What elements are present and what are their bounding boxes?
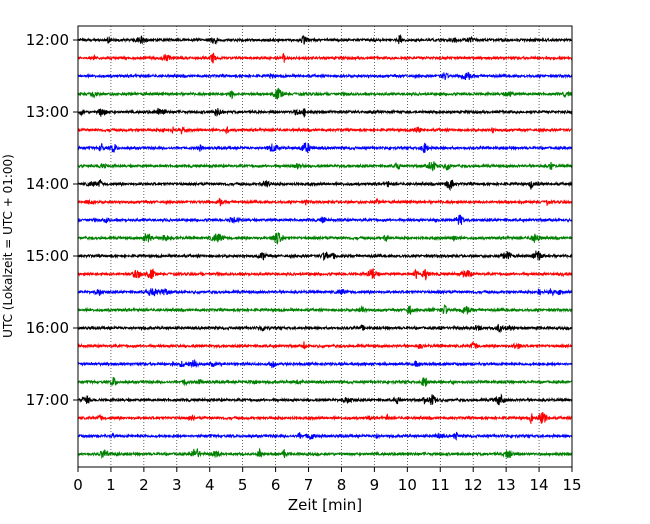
x-tick-label-11: 11 [431, 476, 450, 494]
y-axis: 12:00 13:00 14:00 15:00 16:00 17:00 [26, 31, 78, 409]
trace-1315 [77, 126, 573, 135]
x-tick-label-1: 1 [106, 476, 116, 494]
trace-1215 [77, 52, 573, 64]
x-tick-label-5: 5 [238, 476, 248, 494]
x-tick-label-9: 9 [370, 476, 380, 494]
trace-1245 [77, 87, 573, 100]
trace-1715 [77, 412, 573, 424]
x-tick-label-12: 12 [464, 476, 483, 494]
y-tick-label-13:00: 13:00 [26, 103, 69, 121]
x-tick-label-15: 15 [562, 476, 581, 494]
trace-1415 [77, 198, 573, 207]
trace-1200 [77, 33, 573, 45]
x-tick-label-3: 3 [172, 476, 182, 494]
trace-1515 [77, 268, 573, 281]
x-tick-label-6: 6 [271, 476, 281, 494]
x-tick-label-0: 0 [73, 476, 83, 494]
trace-1500 [77, 250, 573, 262]
x-tick-label-4: 4 [205, 476, 215, 494]
y-tick-label-15:00: 15:00 [26, 247, 69, 265]
trace-1445 [77, 232, 573, 245]
y-axis-label: UTC (Lokalzeit = UTC + 01:00) [1, 154, 15, 338]
x-tick-label-13: 13 [497, 476, 516, 494]
y-tick-label-17:00: 17:00 [26, 391, 69, 409]
x-tick-label-8: 8 [337, 476, 347, 494]
trace-1545 [77, 303, 573, 315]
x-tick-label-2: 2 [139, 476, 149, 494]
y-tick-label-16:00: 16:00 [26, 319, 69, 337]
x-tick-label-10: 10 [398, 476, 417, 494]
trace-1615 [77, 341, 573, 350]
x-axis: 0 1 2 3 4 5 6 7 8 9 10 11 12 13 14 15 [73, 467, 582, 494]
trace-1345 [77, 161, 573, 172]
trace-1730 [77, 431, 573, 441]
x-tick-label-14: 14 [530, 476, 549, 494]
trace-1430 [77, 214, 573, 225]
trace-1230 [77, 71, 573, 81]
trace-1630 [77, 359, 573, 369]
trace-1330 [77, 142, 573, 154]
trace-1400 [77, 178, 573, 192]
plot-frame [77, 25, 573, 468]
y-tick-label-14:00: 14:00 [26, 175, 69, 193]
trace-1745 [77, 447, 573, 460]
y-tick-label-12:00: 12:00 [26, 31, 69, 49]
trace-1600 [77, 323, 573, 334]
trace-1700 [77, 393, 573, 406]
trace-1300 [77, 107, 573, 118]
x-axis-label: Zeit [min] [288, 496, 362, 514]
x-tick-label-7: 7 [304, 476, 314, 494]
trace-1530 [77, 288, 573, 297]
trace-layer [77, 33, 573, 460]
trace-1645 [77, 377, 573, 387]
